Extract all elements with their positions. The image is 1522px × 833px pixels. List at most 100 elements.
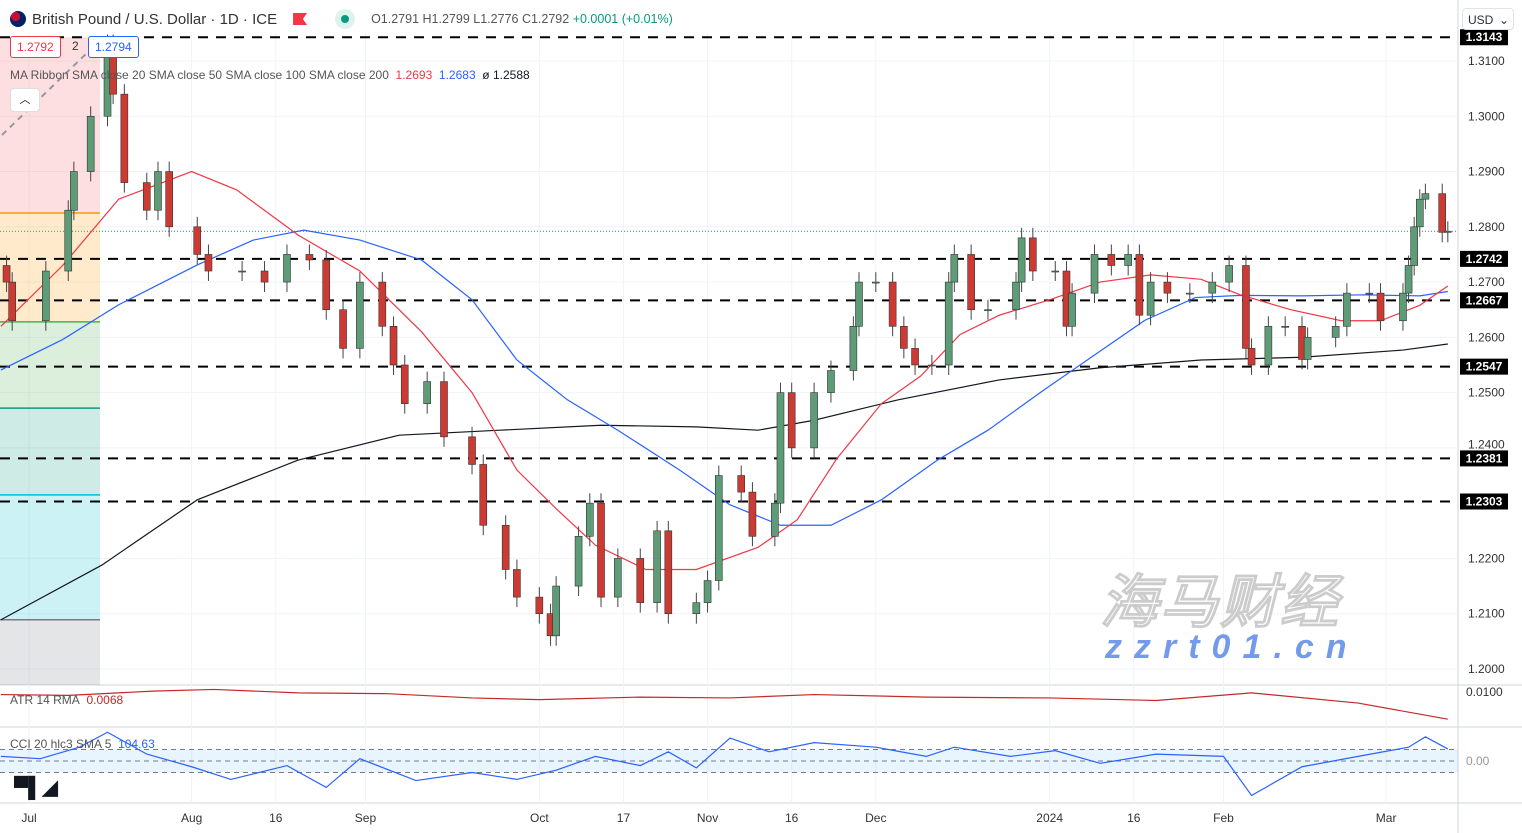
fib-zone (0, 212, 100, 322)
candle-up (855, 281, 863, 327)
open-value: O1.2791 (371, 12, 420, 26)
candle-up (614, 558, 622, 598)
symbol-title[interactable]: British Pound / U.S. Dollar · 1D · ICE (32, 10, 278, 28)
candle-up (154, 171, 162, 211)
price-tick-label: 1.2700 (1468, 275, 1505, 289)
candle-down (967, 254, 975, 311)
candle-up (64, 209, 73, 272)
atr-legend[interactable]: ATR 14 RMA 0.0068 (10, 693, 123, 707)
candle-down (142, 182, 151, 211)
fib-trend-line (1, 49, 91, 136)
sma20-value: 1.2693 (395, 68, 433, 82)
watermark-text: 海马财经 (1099, 570, 1341, 636)
currency-select[interactable]: USD ⌄ (1462, 8, 1514, 30)
candle-up (653, 530, 661, 603)
candle-up (1124, 254, 1132, 266)
candle-up (849, 325, 858, 371)
candle-up (42, 270, 50, 322)
cci-line (0, 731, 1449, 797)
tradingview-logo[interactable]: ▀▌◢ (14, 777, 58, 799)
market-closed-flag-icon (293, 13, 308, 25)
time-tick-label: 17 (617, 811, 631, 825)
candle-down (636, 558, 645, 603)
candle-down (260, 270, 269, 283)
candle-up (1343, 292, 1351, 327)
level-price-tag (1460, 250, 1508, 267)
candle-up (810, 392, 818, 449)
candle-up (238, 270, 246, 273)
candle-down (322, 259, 331, 311)
candle-up (714, 475, 723, 581)
candle-down (305, 254, 314, 261)
candle-up (776, 392, 785, 504)
candle-up (1012, 281, 1020, 311)
candle-up (944, 281, 953, 366)
cci-legend[interactable]: CCI 20 hlc3 SMA 5 104.63 (10, 737, 155, 751)
candle-down (664, 530, 673, 614)
candle-down (440, 381, 448, 438)
candle-up (1186, 292, 1194, 295)
candle-down (888, 281, 897, 327)
cci-value: 104.63 (118, 737, 155, 751)
fib-zone (0, 619, 100, 685)
candle-up (1399, 292, 1407, 322)
price-tick-label: 1.2000 (1468, 662, 1505, 676)
sell-price-button[interactable]: 1.2792 (10, 36, 61, 58)
candle-down (1242, 265, 1250, 349)
buy-price-button[interactable]: 1.2794 (88, 36, 139, 58)
candle-up (984, 309, 992, 312)
candle-up (585, 502, 594, 537)
candle-up (1415, 198, 1424, 228)
high-value: H1.2799 (422, 12, 470, 26)
ma-ribbon-legend[interactable]: MA Ribbon SMA close 20 SMA close 50 SMA … (10, 68, 530, 82)
level-price-label: 1.2303 (1466, 495, 1503, 509)
candle-up (1303, 337, 1312, 360)
candle-up (928, 364, 936, 367)
candle-down (120, 93, 129, 183)
sma20-line (0, 170, 1449, 571)
sma50-value: 1.2683 (438, 68, 476, 82)
fib-zone (0, 37, 100, 213)
time-tick-label: Oct (530, 811, 549, 825)
candle-up (356, 281, 364, 349)
candle-down (339, 309, 347, 349)
price-tick-label: 1.2400 (1468, 437, 1505, 451)
chevron-down-icon: ⌄ (1498, 13, 1509, 27)
change-value: +0.0001 (+0.01%) (572, 12, 673, 26)
fib-zone (0, 494, 100, 620)
atr-value: 0.0068 (86, 693, 124, 707)
fib-zone (0, 408, 100, 495)
level-price-label: 1.2667 (1466, 293, 1503, 307)
symbol-header: British Pound / U.S. Dollar · 1D · ICE O… (10, 9, 673, 29)
candle-up (1146, 281, 1155, 316)
price-tick-label: 1.2600 (1468, 330, 1505, 344)
time-tick-label: Aug (181, 811, 202, 825)
collapse-legend-button[interactable]: ︿ (10, 88, 40, 112)
candle-down (8, 281, 16, 322)
level-price-label: 1.2381 (1466, 451, 1503, 465)
candle-down (501, 524, 510, 570)
candle-up (872, 281, 880, 284)
time-tick-label: Feb (1213, 811, 1234, 825)
candle-up (1090, 254, 1099, 294)
candle-down (1029, 237, 1037, 272)
candle-down (1135, 254, 1144, 316)
atr-tick-label: 0.0100 (1466, 685, 1503, 699)
time-tick-label: Mar (1376, 811, 1397, 825)
candle-up (1331, 325, 1340, 338)
candle-down (787, 392, 796, 449)
level-price-tag (1460, 358, 1508, 375)
time-tick-label: 16 (1127, 811, 1141, 825)
atr-line (0, 688, 1448, 720)
candle-up (574, 536, 583, 587)
candle-up (1051, 270, 1060, 273)
candle-down (378, 281, 387, 327)
candle-up (86, 115, 95, 172)
candle-down (204, 254, 213, 272)
ma-ribbon-label: MA Ribbon SMA close 20 SMA close 50 SMA … (10, 68, 389, 82)
fib-zone (0, 321, 100, 409)
candle-up (1365, 292, 1374, 295)
candle-up (950, 254, 959, 283)
level-price-label: 1.2547 (1466, 360, 1503, 374)
